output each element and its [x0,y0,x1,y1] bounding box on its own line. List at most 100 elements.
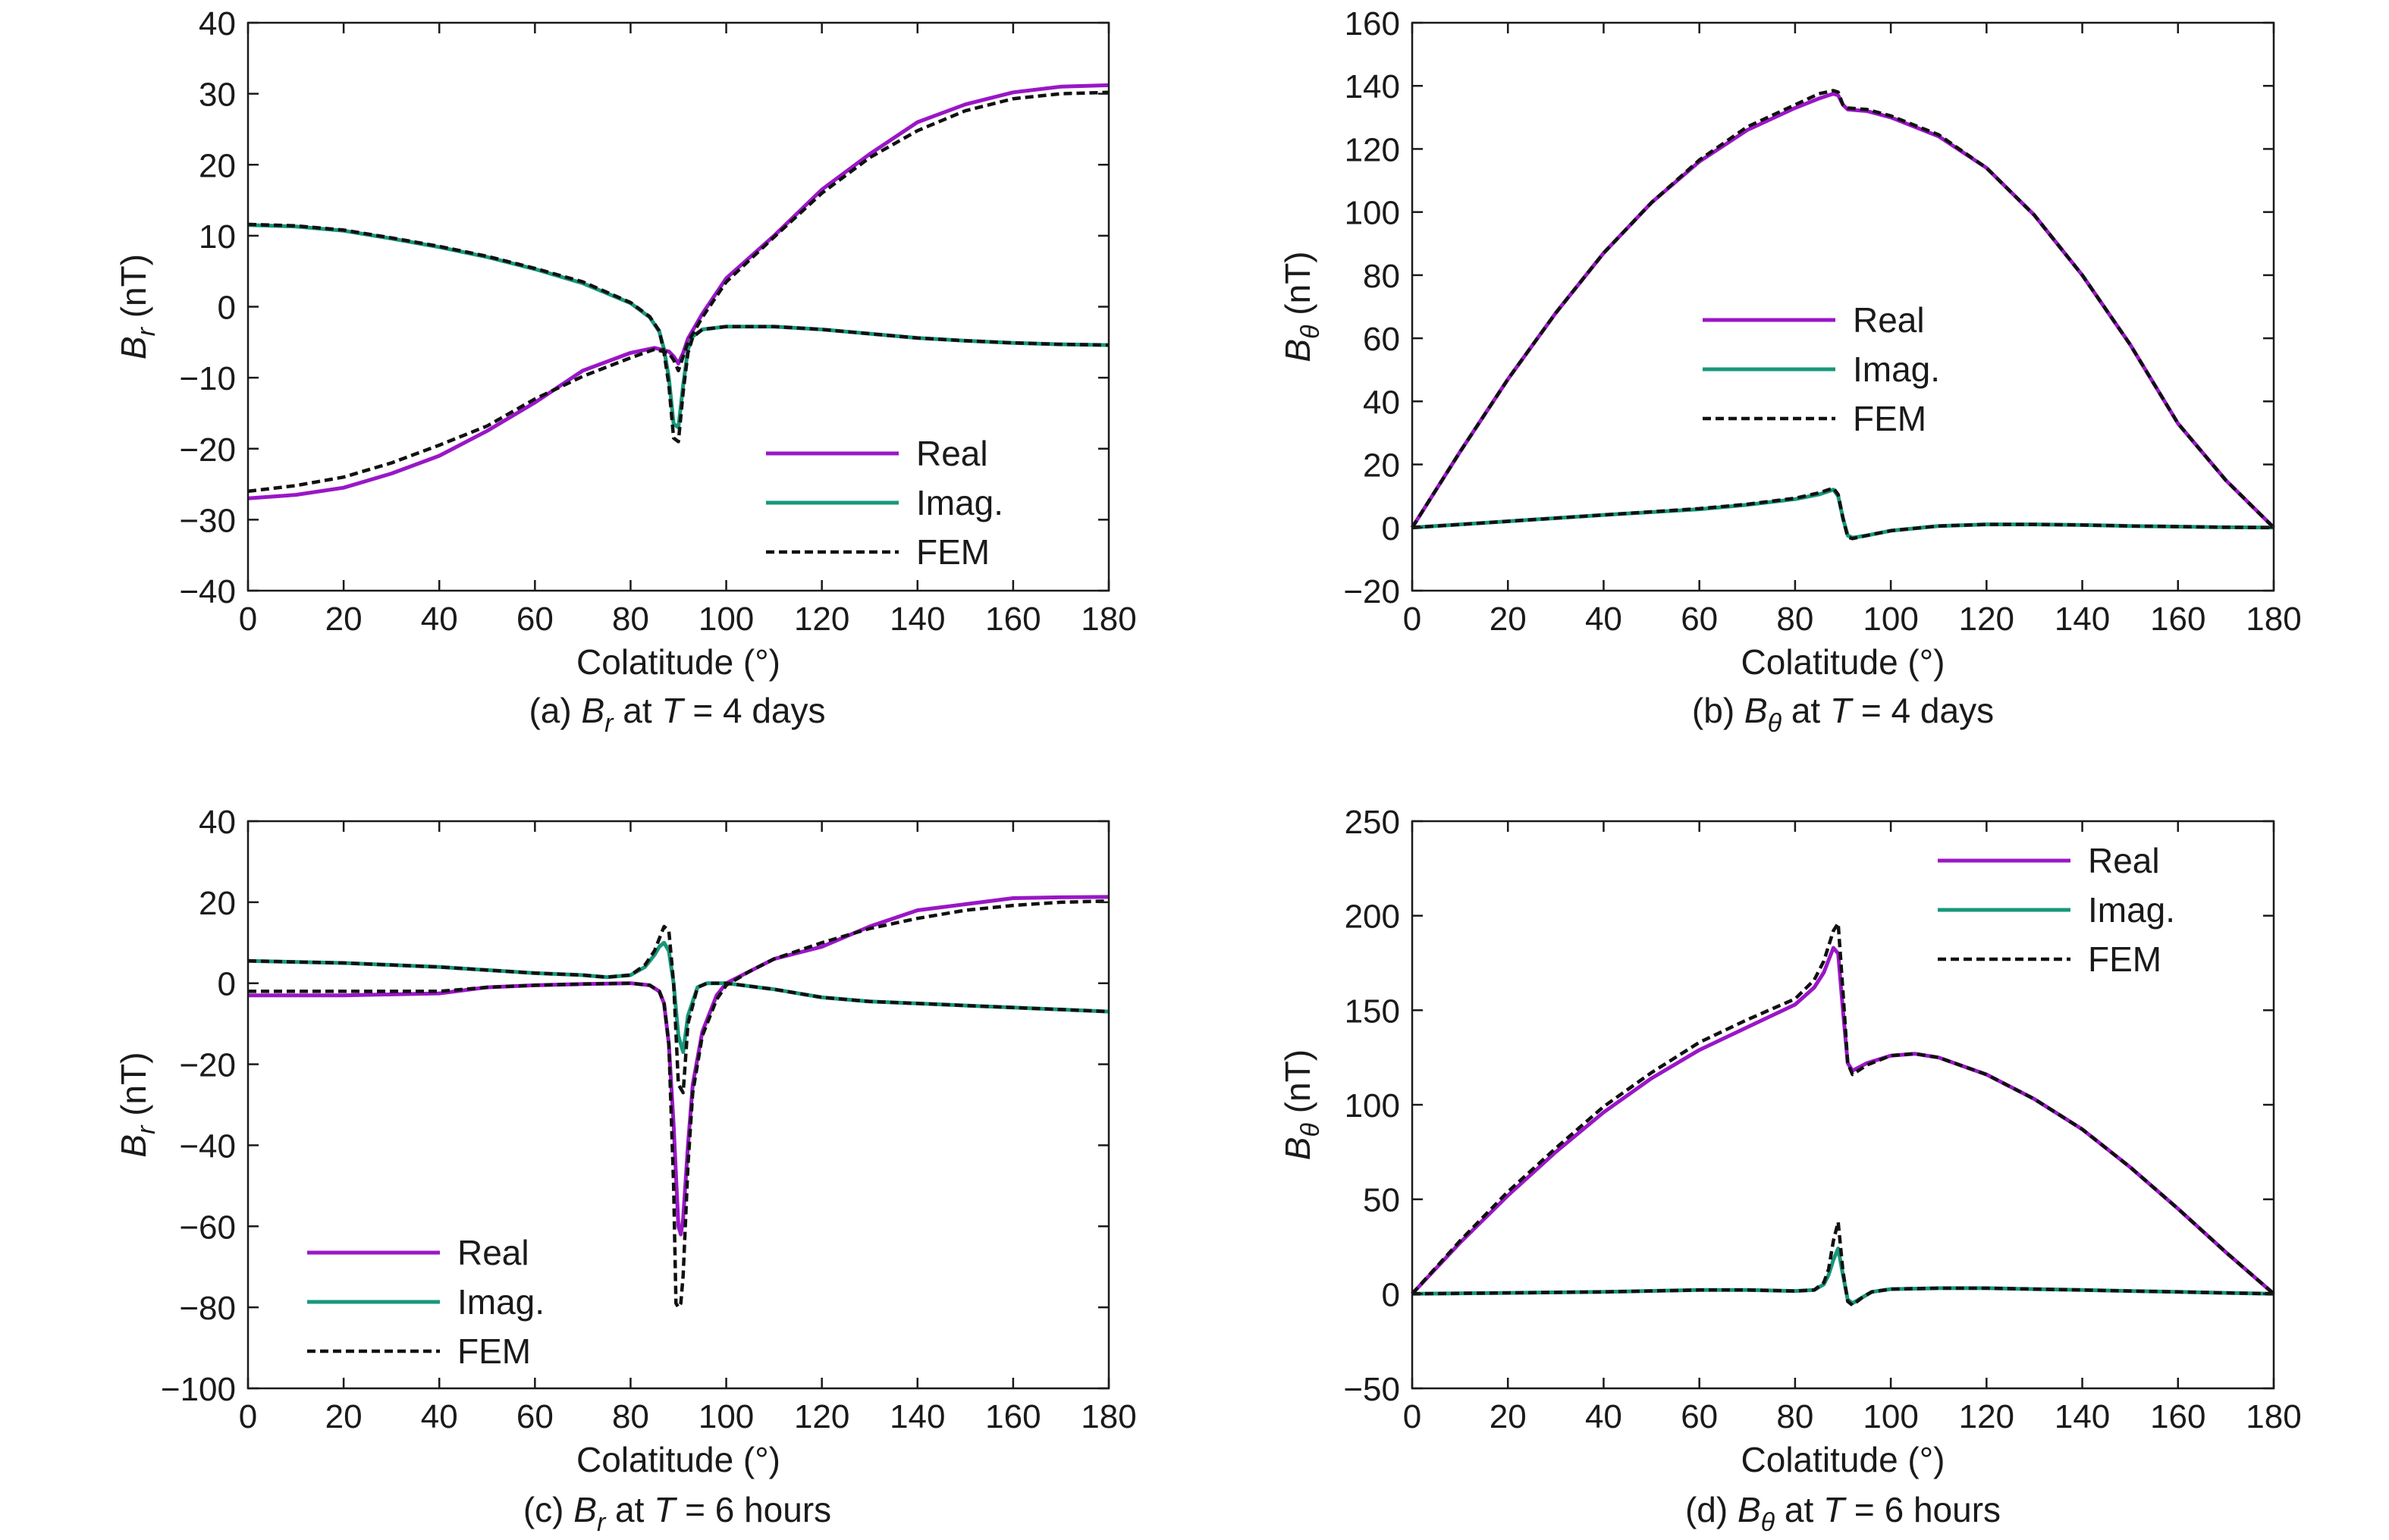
y-axis-symbol: B [114,336,153,359]
series-line-fem-real [1411,921,2275,1295]
caption-mid: at [605,1490,654,1529]
caption-prefix: (b) [1692,691,1744,730]
y-tick-label: 250 [1345,804,1400,841]
x-tick-label: 160 [2150,601,2205,638]
x-tick-label: 20 [325,601,363,638]
x-tick-label: 180 [1081,1398,1136,1435]
y-tick-label: 40 [199,804,236,841]
plot-frame [246,820,1110,1390]
caption-subscript: r [597,1508,607,1537]
y-tick-label: 0 [1382,1276,1400,1313]
y-axis-unit: (nT) [1278,251,1317,325]
series-line-fem-real [248,899,1110,1309]
x-tick-label: 180 [2246,1398,2301,1435]
series-line-fem-imag [1411,1220,2274,1307]
y-tick-label: 80 [1363,258,1400,295]
y-tick-label: −100 [161,1371,236,1408]
x-tick-label: 60 [1681,601,1718,638]
x-tick-label: 20 [325,1398,363,1435]
x-tick-label: 80 [612,601,649,638]
y-axis-symbol: B [114,1134,153,1158]
caption-time-symbol: T [661,691,685,730]
caption-prefix: (c) [523,1490,573,1529]
caption-subscript: θ [1768,709,1782,738]
y-tick-label: 50 [1363,1182,1400,1219]
x-tick-label: 80 [1776,601,1813,638]
y-tick-label: 150 [1345,993,1400,1030]
x-tick-label: 0 [1403,1398,1421,1435]
caption-symbol: B [581,691,604,730]
x-tick-label: 100 [1863,1398,1918,1435]
y-axis-label: Bθ (nT) [1278,251,1325,362]
y-tick-label: 0 [218,966,236,1003]
caption-rest: = 4 days [1851,691,1994,730]
caption-symbol: B [1738,1490,1761,1529]
panel-c: 0 20 40 60 80 100 120 140 160 180 −100 −80 −60 −40 −20… [114,804,1137,1537]
x-tick-label: 0 [239,601,257,638]
y-tick-label: −60 [179,1209,236,1246]
series-line-real [1411,946,2275,1296]
series-line-imag [247,223,1110,430]
y-tick-label: 10 [199,218,236,256]
y-tick-label: −10 [179,360,236,397]
x-tick-label: 140 [2055,601,2110,638]
x-tick-label: 120 [794,1398,849,1435]
y-tick-label: 100 [1345,195,1400,232]
x-axis-label: Colatitude (°) [576,642,780,682]
panel-d: 0 20 40 60 80 100 120 140 160 180−500501001502002… [1278,804,2302,1537]
x-axis-label: Colatitude (°) [1741,642,1945,682]
y-tick-label: 120 [1345,131,1400,168]
panel-caption: (b) Bθ at T = 4 days [1692,691,1994,738]
x-tick-label: 80 [1776,1398,1813,1435]
x-tick-label: 40 [421,601,458,638]
y-axis-unit: (nT) [114,1052,153,1125]
x-tick-label: 60 [1681,1398,1718,1435]
caption-time-symbol: T [654,1490,677,1529]
y-axis-unit: (nT) [1278,1049,1317,1123]
y-axis-label: Br (nT) [114,254,161,359]
x-tick-label: 120 [1959,601,2014,638]
x-tick-label: 100 [698,601,754,638]
legend-label-real: Real [916,434,988,473]
caption-mid: at [614,691,662,730]
legend-label-imag: Imag. [916,483,1003,522]
y-axis-symbol: B [1278,1137,1317,1160]
legend-label-real: Real [457,1233,529,1272]
legend-label-real: Real [2088,841,2160,880]
x-tick-label: 140 [2055,1398,2110,1435]
x-tick-label: 20 [1490,1398,1527,1435]
panel-b: 0 20 40 60 80 100 120 140 160 180−200204060801001… [1278,5,2302,738]
caption-rest: = 4 days [683,691,826,730]
caption-mid: at [1775,1490,1823,1529]
y-tick-label: −40 [179,1128,236,1165]
y-tick-label: −20 [179,431,236,469]
y-tick-label: −50 [1343,1371,1400,1408]
y-tick-label: 40 [1363,384,1400,421]
x-tick-label: 100 [698,1398,754,1435]
x-tick-label: 40 [1585,601,1622,638]
x-tick-label: 60 [516,1398,554,1435]
caption-prefix: (a) [529,691,581,730]
y-axis-symbol: B [1278,339,1317,362]
y-tick-label: 30 [199,77,236,114]
caption-rest: = 6 hours [1844,1490,2001,1529]
caption-subscript: θ [1761,1508,1775,1537]
panel-caption: (c) Br at T = 6 hours [523,1490,831,1537]
series-line-fem-imag [247,924,1110,1095]
legend-label-fem: FEM [2088,939,2161,979]
y-tick-label: 0 [1382,510,1400,547]
legend: Real Imag. FEM [307,1233,545,1371]
caption-time-symbol: T [1830,691,1854,730]
legend-label-real: Real [1853,300,1925,340]
y-axis-subscript: θ [1296,1122,1325,1137]
x-tick-label: 40 [1585,1398,1622,1435]
x-axis-label: Colatitude (°) [576,1440,780,1479]
x-tick-label: 160 [2150,1398,2205,1435]
legend-label-fem: FEM [1853,399,1926,438]
y-tick-label: −80 [179,1290,236,1327]
y-axis-label: Bθ (nT) [1278,1049,1325,1160]
legend-label-fem: FEM [916,532,990,572]
series-line-real [247,83,1110,500]
x-axis-label: Colatitude (°) [1741,1440,1945,1479]
